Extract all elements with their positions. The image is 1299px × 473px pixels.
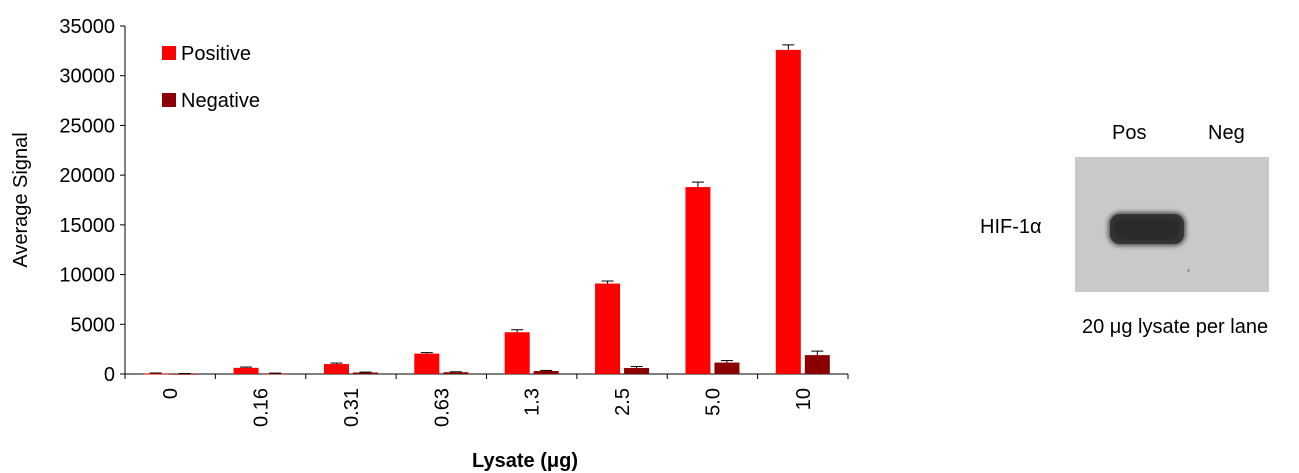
bar-negative (352, 372, 378, 374)
bar-negative (624, 368, 650, 374)
bar-positive (685, 187, 711, 374)
legend: Positive Negative (162, 43, 260, 112)
x-tick-label: 0.31 (341, 388, 363, 427)
y-tick-label: 30000 (59, 66, 115, 88)
y-tick-label: 15000 (59, 215, 115, 237)
bar-positive (595, 283, 621, 374)
bar-negative (172, 373, 198, 375)
legend-label-positive: Positive (181, 43, 251, 65)
bar-negative (262, 373, 288, 375)
x-tick-label: 10 (793, 388, 815, 410)
bar-chart: 0 5000 10000 15000 20000 25000 30000 35000 0 0.1… (10, 16, 849, 472)
x-axis-label: Lysate (μg) (472, 450, 578, 472)
x-tick-label: 0 (160, 388, 182, 399)
blot-band-positive (1110, 214, 1184, 244)
y-axis: 0 5000 10000 15000 20000 25000 30000 35000 (59, 16, 126, 386)
y-tick-label: 25000 (59, 115, 115, 137)
bar-positive (504, 332, 530, 374)
bar-negative (443, 372, 469, 374)
x-tick-label: 0.63 (431, 388, 453, 427)
bar-positive (775, 49, 801, 375)
x-axis: 0 0.16 0.31 0.63 1.3 2.5 5.0 10 (124, 373, 849, 427)
legend-swatch-positive (162, 46, 176, 60)
y-tick-label: 20000 (59, 165, 115, 187)
y-tick-label: 10000 (59, 265, 115, 287)
bar-positive (233, 367, 259, 374)
y-tick-label: 35000 (59, 16, 115, 38)
bar-positive (323, 364, 349, 374)
x-tick-label: 0.16 (251, 388, 273, 427)
x-tick-label: 1.3 (522, 388, 544, 416)
blot-artifact (1187, 269, 1190, 272)
bar-negative (533, 371, 559, 374)
blot-image (1075, 157, 1269, 292)
protein-label: HIF-1α (980, 216, 1042, 238)
legend-swatch-negative (162, 93, 176, 107)
lane-label-pos: Pos (1112, 122, 1147, 144)
bar-positive (414, 353, 440, 374)
bar-negative (714, 362, 740, 374)
lane-label-neg: Neg (1208, 122, 1245, 144)
y-tick-label: 5000 (71, 314, 116, 336)
legend-label-negative: Negative (181, 90, 260, 112)
x-tick-label: 5.0 (702, 388, 724, 416)
y-tick-label: 0 (104, 364, 115, 386)
bar-positive (143, 373, 169, 375)
x-tick-label: 2.5 (612, 388, 634, 416)
y-axis-label: Average Signal (10, 132, 32, 267)
blot-caption: 20 μg lysate per lane (1082, 316, 1269, 338)
bars (143, 44, 830, 375)
bar-negative (804, 355, 830, 374)
